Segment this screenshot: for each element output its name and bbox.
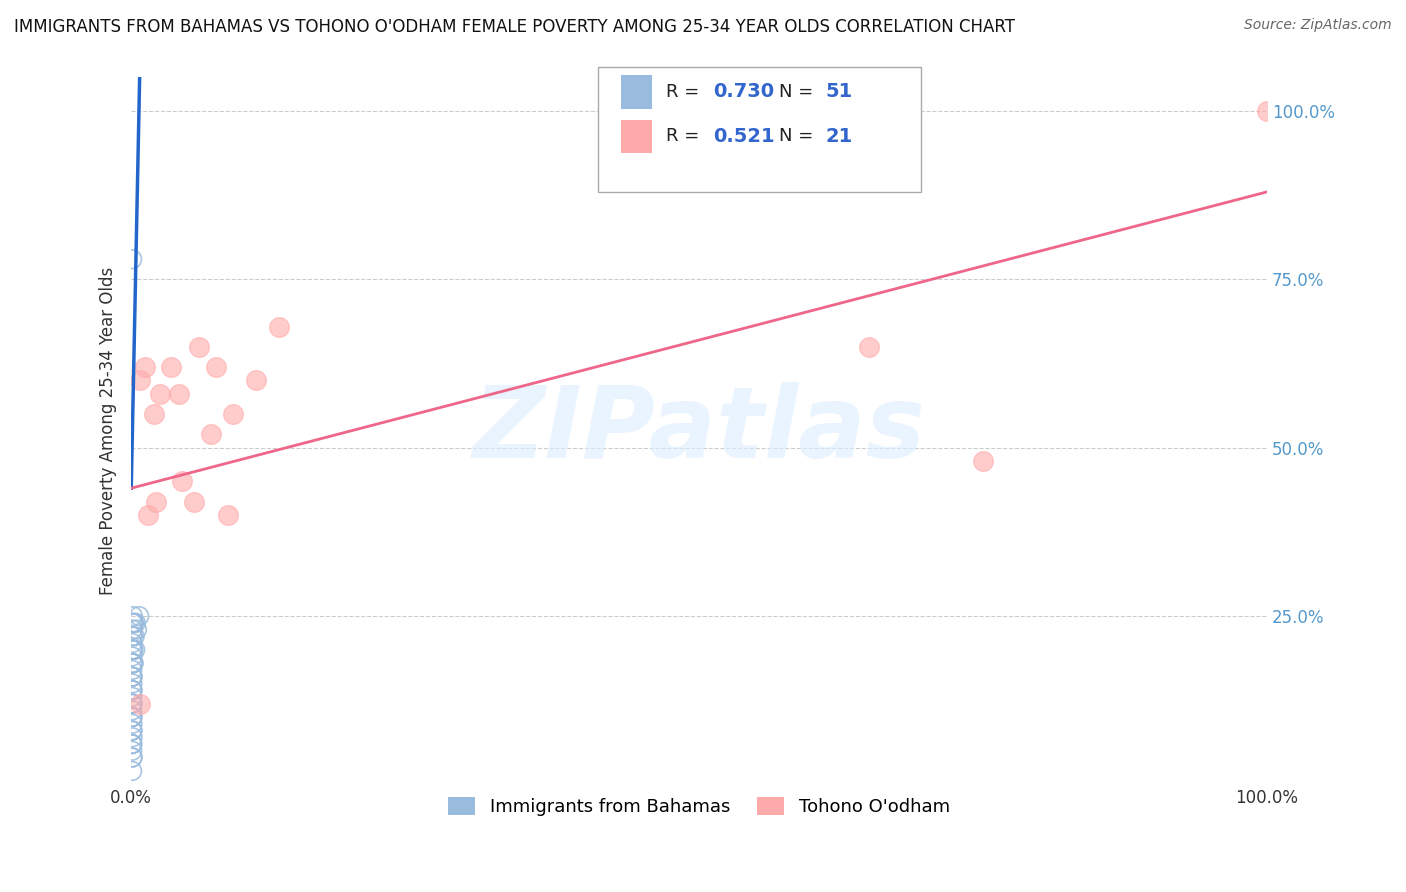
Text: ZIPatlas: ZIPatlas xyxy=(472,383,925,479)
Point xyxy=(121,723,143,738)
Point xyxy=(121,663,143,677)
Point xyxy=(129,373,152,387)
Point xyxy=(125,615,148,630)
Text: Source: ZipAtlas.com: Source: ZipAtlas.com xyxy=(1244,18,1392,32)
Text: IMMIGRANTS FROM BAHAMAS VS TOHONO O'ODHAM FEMALE POVERTY AMONG 25-34 YEAR OLDS C: IMMIGRANTS FROM BAHAMAS VS TOHONO O'ODHA… xyxy=(14,18,1015,36)
Point xyxy=(121,710,143,724)
Text: 51: 51 xyxy=(825,82,852,102)
Point xyxy=(121,670,143,684)
Point xyxy=(167,387,190,401)
Point xyxy=(121,710,143,724)
Point xyxy=(122,642,145,657)
Point xyxy=(149,387,172,401)
Point xyxy=(121,737,143,751)
Point xyxy=(172,475,194,489)
Point xyxy=(160,359,183,374)
Point xyxy=(121,744,143,758)
Point xyxy=(145,494,167,508)
Point xyxy=(121,252,143,267)
Point xyxy=(122,642,145,657)
Point xyxy=(121,683,143,698)
Point xyxy=(128,609,150,624)
Y-axis label: Female Poverty Among 25-34 Year Olds: Female Poverty Among 25-34 Year Olds xyxy=(100,267,117,595)
Point xyxy=(121,657,143,671)
Point xyxy=(125,623,148,637)
Point xyxy=(858,340,880,354)
Point xyxy=(245,373,267,387)
Point xyxy=(122,609,145,624)
Point xyxy=(205,359,228,374)
Point xyxy=(121,690,143,704)
Point xyxy=(121,657,143,671)
Point xyxy=(267,319,290,334)
Point xyxy=(122,615,145,630)
Text: R =: R = xyxy=(666,83,706,101)
Point xyxy=(217,508,239,522)
Point xyxy=(121,615,143,630)
Point xyxy=(121,649,143,664)
Point xyxy=(121,716,143,731)
Point xyxy=(188,340,211,354)
Point xyxy=(121,657,143,671)
Point xyxy=(121,750,143,764)
Point xyxy=(134,359,156,374)
Point xyxy=(121,697,143,711)
Point xyxy=(121,723,143,738)
Point xyxy=(121,676,143,690)
Point xyxy=(143,407,166,421)
Point xyxy=(121,697,143,711)
Point xyxy=(183,494,205,508)
Text: N =: N = xyxy=(779,83,818,101)
Point xyxy=(121,636,143,650)
Text: N =: N = xyxy=(779,128,818,145)
Point xyxy=(121,723,143,738)
Point xyxy=(121,750,143,764)
Point xyxy=(200,427,222,442)
Text: R =: R = xyxy=(666,128,706,145)
Point xyxy=(121,670,143,684)
Point xyxy=(121,737,143,751)
Point xyxy=(121,629,143,643)
Point xyxy=(121,642,143,657)
Point xyxy=(121,683,143,698)
Point xyxy=(122,615,145,630)
Point xyxy=(121,670,143,684)
Text: 21: 21 xyxy=(825,127,852,146)
Legend: Immigrants from Bahamas, Tohono O'odham: Immigrants from Bahamas, Tohono O'odham xyxy=(439,788,959,825)
Point xyxy=(121,623,143,637)
Point xyxy=(1256,104,1278,119)
Point xyxy=(122,657,145,671)
Point xyxy=(121,697,143,711)
Point xyxy=(121,764,143,778)
Point xyxy=(121,710,143,724)
Point xyxy=(121,731,143,745)
Point xyxy=(972,454,994,468)
Point xyxy=(124,629,146,643)
Point xyxy=(129,697,152,711)
Point xyxy=(136,508,159,522)
Text: 0.521: 0.521 xyxy=(713,127,775,146)
Point xyxy=(124,642,146,657)
Point xyxy=(121,629,143,643)
Point xyxy=(121,737,143,751)
Point xyxy=(121,683,143,698)
Text: 0.730: 0.730 xyxy=(713,82,773,102)
Point xyxy=(121,703,143,717)
Point xyxy=(222,407,245,421)
Point xyxy=(121,642,143,657)
